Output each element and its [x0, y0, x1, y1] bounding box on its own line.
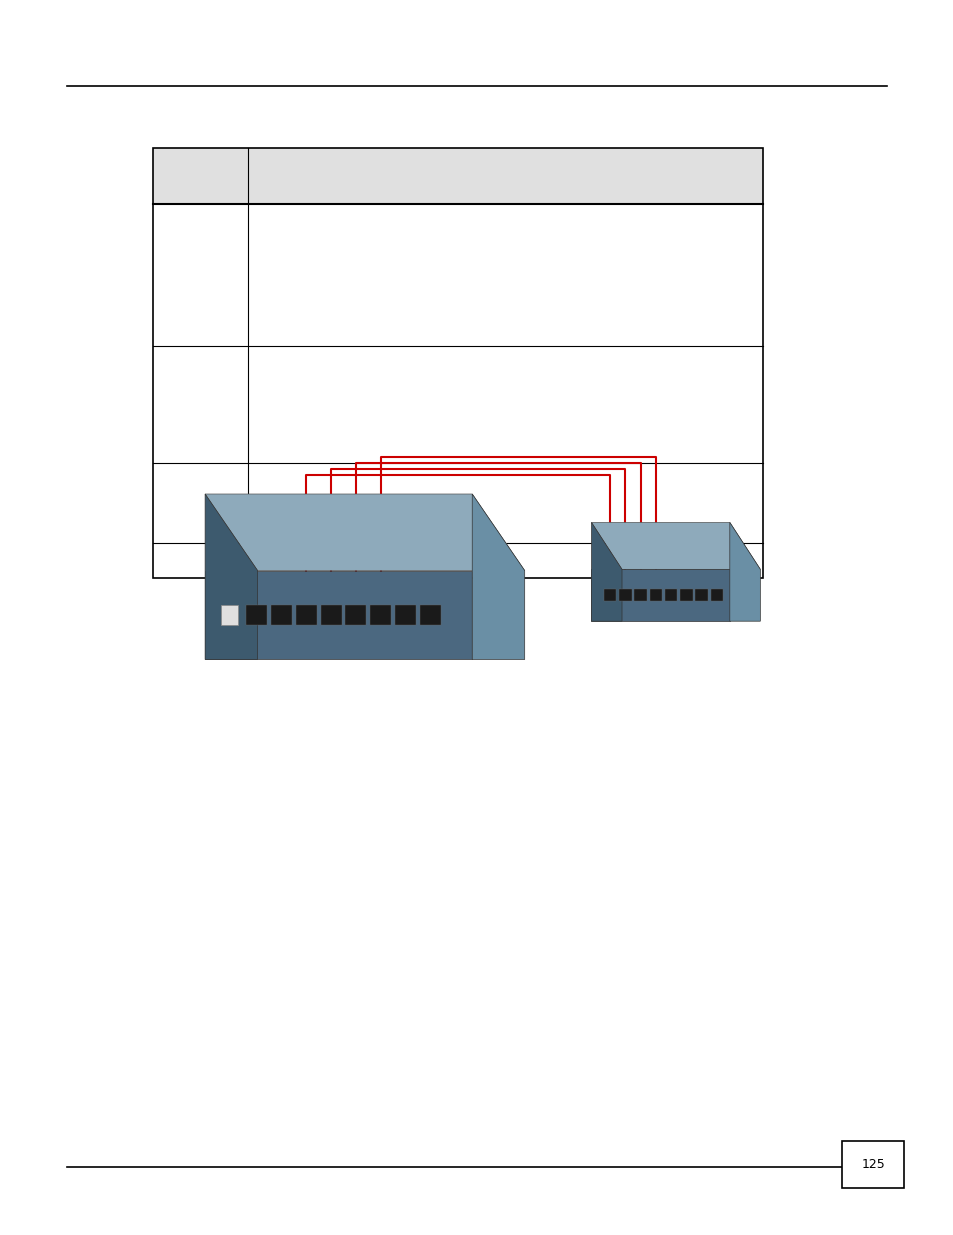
Polygon shape [205, 494, 524, 571]
Bar [221, 605, 238, 625]
Bar [603, 589, 616, 601]
Text: 125: 125 [861, 1158, 884, 1171]
Bar [679, 589, 692, 601]
Bar [295, 605, 316, 625]
Polygon shape [729, 522, 760, 621]
Bar [710, 589, 722, 601]
Bar [246, 605, 267, 625]
Bar [419, 605, 440, 625]
Polygon shape [591, 569, 729, 621]
Polygon shape [472, 494, 524, 659]
Bar [664, 589, 677, 601]
FancyBboxPatch shape [152, 148, 248, 204]
Bar [634, 589, 646, 601]
Bar [695, 589, 707, 601]
Bar [841, 1141, 903, 1188]
Polygon shape [205, 494, 257, 659]
Polygon shape [591, 522, 760, 569]
Polygon shape [205, 571, 472, 659]
Bar [271, 605, 292, 625]
Bar [152, 148, 762, 578]
Bar [370, 605, 391, 625]
Polygon shape [591, 522, 621, 621]
FancyBboxPatch shape [152, 148, 762, 204]
Bar [345, 605, 366, 625]
Bar [320, 605, 341, 625]
Bar [649, 589, 661, 601]
Bar [395, 605, 416, 625]
Bar [618, 589, 631, 601]
